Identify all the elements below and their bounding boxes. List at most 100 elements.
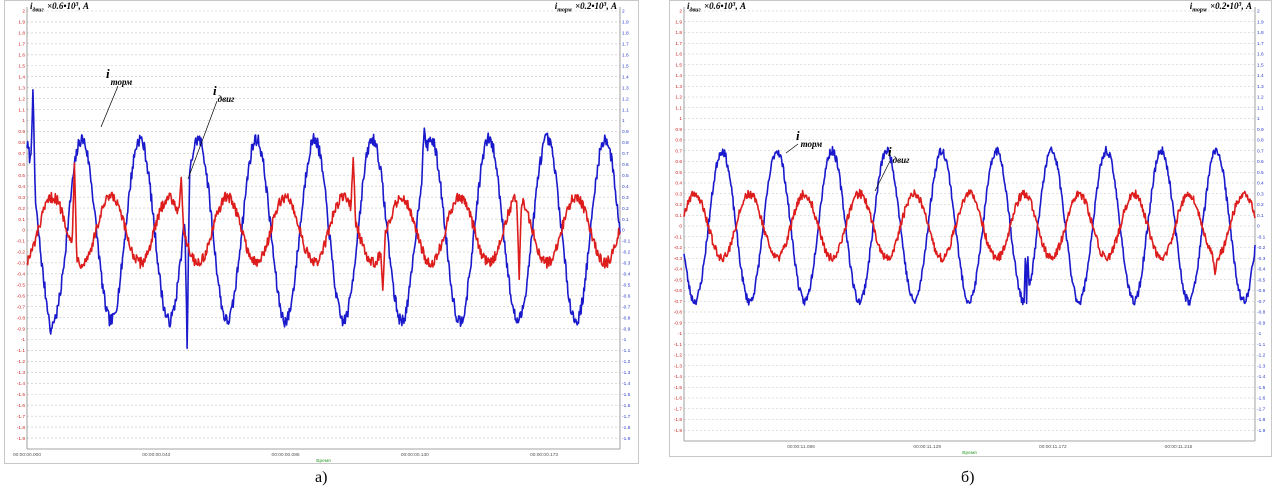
y-tick-label-right: -1.3 xyxy=(622,370,631,376)
y-tick-label-left: -1.5 xyxy=(674,385,683,391)
y-tick-label-right: -1.5 xyxy=(622,392,631,398)
y-tick-label-left: -0.8 xyxy=(674,310,683,316)
y-tick-label-left: 0 xyxy=(679,224,682,230)
y-tick-label-right: 2 xyxy=(1257,9,1260,15)
x-axis-title: Время xyxy=(316,458,331,463)
y-tick-label-left: 0.7 xyxy=(675,148,682,154)
y-tick-label-right: 0.1 xyxy=(1257,213,1264,219)
y-tick-label-right: 0.5 xyxy=(622,173,629,179)
y-tick-label-left: 0.4 xyxy=(675,181,682,187)
y-tick-label-left: -0.2 xyxy=(17,250,26,256)
y-tick-label-left: 1.4 xyxy=(18,74,25,80)
y-tick-label-left: -1.8 xyxy=(674,417,683,423)
y-tick-label-left: -0.8 xyxy=(17,315,26,321)
y-tick-label-left: 1.2 xyxy=(675,95,682,101)
y-tick-label-left: -1.8 xyxy=(17,425,26,431)
chart-panel-b: 2 2 1.9 1.9 1.8 1.8 1.7 1.7 1.6 1.6 1.5 1.5 1.4 1.4 1.… xyxy=(669,0,1272,457)
y-tick-label-right: 0.3 xyxy=(622,195,629,201)
y-tick-label-right: 0.3 xyxy=(1257,191,1264,197)
oscillogram-a: 2 2 1.9 1.9 1.8 1.8 1.7 1.7 1.6 1.6 1.5 1.5 1.4 1.4 1.… xyxy=(13,1,631,463)
y-tick-label-right: -1.9 xyxy=(1257,428,1266,434)
y-tick-label-left: -0.4 xyxy=(17,272,26,278)
y-tick-label-right: -1.3 xyxy=(1257,363,1266,369)
right-axis-label: iторм ×0.2•103, A xyxy=(1190,1,1252,14)
y-tick-label-right: 1.4 xyxy=(622,74,629,80)
series-line-dvig xyxy=(26,156,621,291)
y-tick-label-right: -1.5 xyxy=(1257,385,1266,391)
y-tick-label-left: -1.4 xyxy=(17,381,26,387)
y-tick-label-right: -0.9 xyxy=(622,326,631,332)
x-tick-label: 00:00:11.215 xyxy=(1165,444,1193,450)
annotation-leader xyxy=(100,85,119,128)
y-tick-label-right: -1.7 xyxy=(622,414,631,420)
x-tick-label: 00:00:00.043 xyxy=(142,452,170,458)
y-tick-label-right: 0.1 xyxy=(622,217,629,223)
y-tick-label-right: 1.4 xyxy=(1257,73,1264,79)
annotation-dvig: iдвиг xyxy=(888,144,910,165)
y-tick-label-right: 1.3 xyxy=(622,85,629,91)
y-tick-label-right: -1.2 xyxy=(1257,353,1266,359)
y-tick-label-right: 0.7 xyxy=(1257,148,1264,154)
y-tick-label-left: -0.3 xyxy=(674,256,683,262)
y-tick-label-right: 1.5 xyxy=(622,63,629,69)
y-tick-label-right: 1.2 xyxy=(1257,95,1264,101)
y-tick-label-right: -1.6 xyxy=(1257,396,1266,402)
y-tick-label-right: 1.6 xyxy=(622,53,629,59)
y-tick-label-left: -1.5 xyxy=(17,392,26,398)
y-tick-label-right: 0.9 xyxy=(622,129,629,135)
y-tick-label-right: -0.1 xyxy=(1257,234,1266,240)
annotation-torm: iторм xyxy=(106,66,132,87)
y-tick-label-right: -0.9 xyxy=(1257,320,1266,326)
y-tick-label-right: -1.2 xyxy=(622,359,631,365)
y-tick-label-left: 0.7 xyxy=(18,151,25,157)
y-tick-label-right: -0.7 xyxy=(622,304,631,310)
y-tick-label-left: -1.6 xyxy=(17,403,26,409)
y-tick-label-left: 1 xyxy=(679,116,682,122)
y-tick-label-left: -1.7 xyxy=(17,414,26,420)
y-tick-label-right: 1.9 xyxy=(622,20,629,26)
y-tick-label-left: 0.5 xyxy=(18,173,25,179)
y-tick-label-right: -1.6 xyxy=(622,403,631,409)
y-tick-label-left: 0.1 xyxy=(18,217,25,223)
y-tick-label-right: -0.3 xyxy=(1257,256,1266,262)
y-tick-label-left: -1.9 xyxy=(17,436,26,442)
y-tick-label-right: 1.9 xyxy=(1257,19,1264,25)
annotation-leader xyxy=(874,160,891,192)
y-tick-label-left: 1.7 xyxy=(675,41,682,47)
y-tick-label-left: 0.9 xyxy=(18,129,25,135)
chart-panel-a: 2 2 1.9 1.9 1.8 1.8 1.7 1.7 1.6 1.6 1.5 1.5 1.4 1.4 1.… xyxy=(4,0,639,464)
x-tick-label: 00:00:00.086 xyxy=(272,452,300,458)
y-tick-label-left: 2 xyxy=(679,9,682,15)
y-tick-label-left: -0.1 xyxy=(17,239,26,245)
annotation-leader xyxy=(785,143,799,154)
y-tick-label-left: 0.3 xyxy=(675,191,682,197)
y-tick-label-left: 0.8 xyxy=(675,138,682,144)
y-tick-label-right: 0 xyxy=(622,228,625,234)
y-tick-label-left: -0.6 xyxy=(674,288,683,294)
y-tick-label-right: -1.8 xyxy=(1257,417,1266,423)
y-tick-label-left: -1.3 xyxy=(17,370,26,376)
y-tick-label-left: -1.2 xyxy=(17,359,26,365)
y-tick-label-left: -0.3 xyxy=(17,261,26,267)
y-tick-label-left: -0.7 xyxy=(17,304,26,310)
x-tick-label: 00:00:00.130 xyxy=(401,452,429,458)
y-tick-label-right: 0.4 xyxy=(1257,181,1264,187)
y-tick-label-left: -1 xyxy=(678,331,683,337)
y-tick-label-right: 0.5 xyxy=(1257,170,1264,176)
y-tick-label-left: 0.1 xyxy=(675,213,682,219)
x-tick-label: 00:00:11.129 xyxy=(913,444,941,450)
y-tick-label-right: 1 xyxy=(622,118,625,124)
y-tick-label-left: -0.7 xyxy=(674,299,683,305)
y-tick-label-right: -0.1 xyxy=(622,239,631,245)
y-tick-label-right: 0.4 xyxy=(622,184,629,190)
y-tick-label-right: -1.9 xyxy=(622,436,631,442)
y-tick-label-right: 0.7 xyxy=(622,151,629,157)
y-tick-label-left: -1.2 xyxy=(674,353,683,359)
y-tick-label-left: 1.9 xyxy=(18,20,25,26)
y-tick-label-right: 2 xyxy=(622,9,625,15)
y-tick-label-right: 0.2 xyxy=(1257,202,1264,208)
series-line-torm xyxy=(683,145,1256,306)
y-tick-label-left: 1.6 xyxy=(18,53,25,59)
y-tick-label-left: -1.1 xyxy=(17,348,26,354)
y-tick-label-left: 0.2 xyxy=(675,202,682,208)
